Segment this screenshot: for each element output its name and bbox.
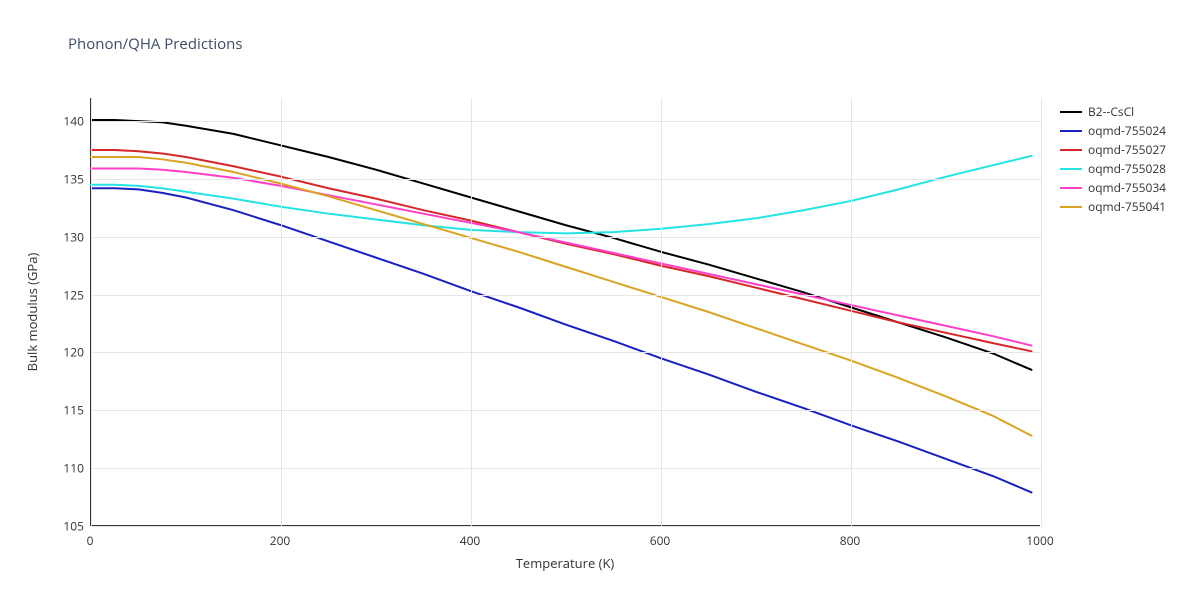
gridline-v bbox=[661, 98, 662, 526]
gridline-h bbox=[91, 352, 1041, 353]
x-tick-label: 400 bbox=[460, 532, 481, 549]
y-tick-label: 140 bbox=[60, 113, 84, 130]
y-tick-label: 130 bbox=[60, 228, 84, 245]
legend-swatch bbox=[1060, 149, 1082, 151]
legend-item[interactable]: B2--CsCl bbox=[1060, 102, 1166, 121]
gridline-h bbox=[91, 295, 1041, 296]
gridline-h bbox=[91, 121, 1041, 122]
gridline-v bbox=[851, 98, 852, 526]
legend-swatch bbox=[1060, 111, 1082, 113]
legend-swatch bbox=[1060, 130, 1082, 132]
gridline-h bbox=[91, 237, 1041, 238]
legend-swatch bbox=[1060, 187, 1082, 189]
series-line[interactable] bbox=[91, 120, 1032, 370]
legend: B2--CsCl oqmd-755024 oqmd-755027 oqmd-75502… bbox=[1060, 102, 1166, 216]
legend-swatch bbox=[1060, 168, 1082, 170]
y-axis-label: Bulk modulus (GPa) bbox=[23, 253, 41, 372]
gridline-v bbox=[471, 98, 472, 526]
x-axis-label: Temperature (K) bbox=[516, 554, 615, 572]
legend-label: B2--CsCl bbox=[1088, 103, 1134, 120]
legend-label: oqmd-755027 bbox=[1088, 141, 1166, 158]
chart-title: Phonon/QHA Predictions bbox=[68, 34, 243, 54]
y-tick-label: 105 bbox=[60, 518, 84, 535]
chart-lines bbox=[91, 98, 1041, 526]
gridline-v bbox=[281, 98, 282, 526]
y-tick-label: 120 bbox=[60, 344, 84, 361]
legend-label: oqmd-755041 bbox=[1088, 198, 1166, 215]
x-tick-label: 600 bbox=[650, 532, 671, 549]
legend-item[interactable]: oqmd-755034 bbox=[1060, 178, 1166, 197]
x-tick-label: 0 bbox=[87, 532, 94, 549]
legend-label: oqmd-755034 bbox=[1088, 179, 1166, 196]
gridline-h bbox=[91, 468, 1041, 469]
x-tick-label: 200 bbox=[270, 532, 291, 549]
legend-item[interactable]: oqmd-755027 bbox=[1060, 140, 1166, 159]
legend-item[interactable]: oqmd-755024 bbox=[1060, 121, 1166, 140]
legend-item[interactable]: oqmd-755041 bbox=[1060, 197, 1166, 216]
x-tick-label: 800 bbox=[840, 532, 861, 549]
y-tick-label: 125 bbox=[60, 286, 84, 303]
y-tick-label: 110 bbox=[60, 460, 84, 477]
gridline-h bbox=[91, 526, 1041, 527]
legend-label: oqmd-755028 bbox=[1088, 160, 1166, 177]
legend-label: oqmd-755024 bbox=[1088, 122, 1166, 139]
plot-area[interactable] bbox=[90, 98, 1040, 526]
gridline-h bbox=[91, 410, 1041, 411]
y-tick-label: 135 bbox=[60, 170, 84, 187]
legend-item[interactable]: oqmd-755028 bbox=[1060, 159, 1166, 178]
gridline-h bbox=[91, 179, 1041, 180]
gridline-v bbox=[1041, 98, 1042, 526]
gridline-v bbox=[91, 98, 92, 526]
series-line[interactable] bbox=[91, 156, 1032, 234]
legend-swatch bbox=[1060, 206, 1082, 208]
series-line[interactable] bbox=[91, 150, 1032, 351]
x-tick-label: 1000 bbox=[1026, 532, 1053, 549]
y-tick-label: 115 bbox=[60, 402, 84, 419]
